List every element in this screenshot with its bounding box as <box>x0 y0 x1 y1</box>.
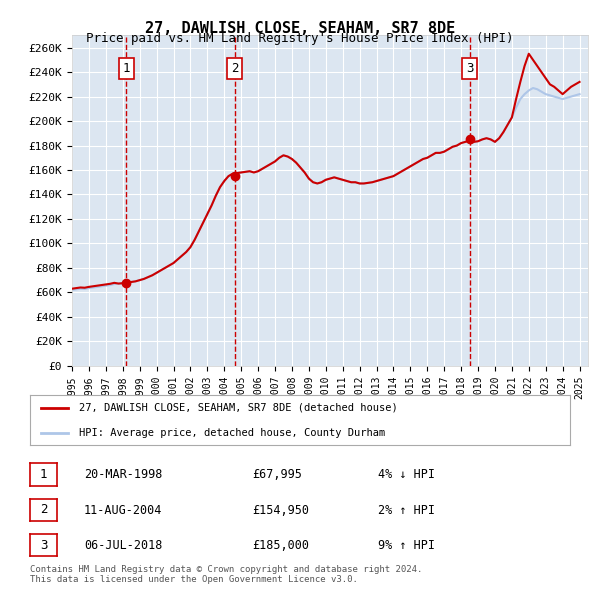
Text: 1: 1 <box>123 62 130 75</box>
Text: 27, DAWLISH CLOSE, SEAHAM, SR7 8DE: 27, DAWLISH CLOSE, SEAHAM, SR7 8DE <box>145 21 455 35</box>
Text: 2: 2 <box>231 62 238 75</box>
Text: 4% ↓ HPI: 4% ↓ HPI <box>378 468 435 481</box>
Text: 2: 2 <box>40 503 47 516</box>
Text: 3: 3 <box>466 62 473 75</box>
Text: 1: 1 <box>40 468 47 481</box>
Text: £185,000: £185,000 <box>252 539 309 552</box>
Text: HPI: Average price, detached house, County Durham: HPI: Average price, detached house, Coun… <box>79 428 385 438</box>
Text: 20-MAR-1998: 20-MAR-1998 <box>84 468 163 481</box>
Text: 06-JUL-2018: 06-JUL-2018 <box>84 539 163 552</box>
Text: 2% ↑ HPI: 2% ↑ HPI <box>378 504 435 517</box>
Text: £154,950: £154,950 <box>252 504 309 517</box>
Text: 11-AUG-2004: 11-AUG-2004 <box>84 504 163 517</box>
Text: 27, DAWLISH CLOSE, SEAHAM, SR7 8DE (detached house): 27, DAWLISH CLOSE, SEAHAM, SR7 8DE (deta… <box>79 403 397 413</box>
Text: Contains HM Land Registry data © Crown copyright and database right 2024.
This d: Contains HM Land Registry data © Crown c… <box>30 565 422 584</box>
Text: £67,995: £67,995 <box>252 468 302 481</box>
Text: Price paid vs. HM Land Registry's House Price Index (HPI): Price paid vs. HM Land Registry's House … <box>86 32 514 45</box>
Text: 9% ↑ HPI: 9% ↑ HPI <box>378 539 435 552</box>
Text: 3: 3 <box>40 539 47 552</box>
